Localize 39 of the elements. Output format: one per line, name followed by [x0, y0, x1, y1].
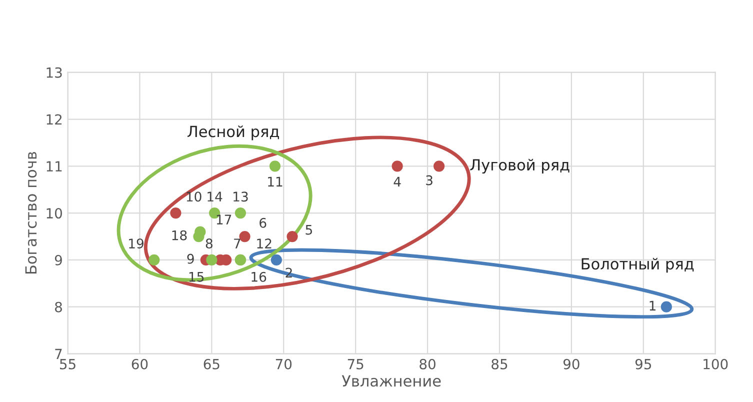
x-tick-label: 75 — [348, 359, 364, 370]
series-label: Лесной ряд — [188, 126, 279, 140]
y-tick-label: 11 — [46, 161, 62, 172]
annotation: 13 — [234, 192, 248, 202]
annotation: 17 — [216, 214, 232, 224]
annotation: 9 — [187, 254, 194, 264]
x-tick-label: 80 — [420, 358, 436, 370]
x-tick-label: 60 — [132, 358, 148, 370]
x-tick-label: 95 — [635, 358, 652, 370]
annotation: 1 — [650, 300, 656, 310]
x-tick-label: 55 — [60, 359, 76, 370]
annotation: 10 — [186, 192, 202, 202]
y-tick-label: 8 — [55, 302, 62, 312]
y-tick-label: 9 — [54, 254, 62, 266]
annotation: 4 — [394, 176, 401, 186]
y-tick-label: 12 — [46, 114, 62, 125]
series-label: Луговой ряд — [470, 158, 570, 174]
x-tick-label: 70 — [276, 358, 292, 370]
annotation: 5 — [306, 224, 312, 235]
x-tick-label: 85 — [492, 358, 508, 370]
annotation: 12 — [257, 238, 272, 248]
x-tick-label: 65 — [204, 358, 220, 370]
annotation: 14 — [208, 192, 222, 202]
x-tick-label: 100 — [704, 358, 728, 370]
y-tick-label: 13 — [46, 67, 62, 78]
y-tick-label: 7 — [55, 348, 62, 360]
y-axis-title: Богатство почв — [25, 152, 37, 274]
annotation: 6 — [260, 218, 266, 228]
annotation: 19 — [129, 238, 144, 249]
y-tick-label: 10 — [46, 208, 62, 219]
annotation: 16 — [252, 272, 266, 282]
x-axis-title: Увлажнение — [342, 375, 441, 387]
annotation: 7 — [234, 238, 240, 248]
annotation: 18 — [172, 230, 187, 240]
x-tick-label: 90 — [563, 358, 580, 370]
annotation: 3 — [426, 175, 432, 186]
text: Болотный ряд — [582, 258, 694, 273]
annotation: 8 — [206, 238, 212, 249]
annotation: 11 — [268, 176, 282, 186]
